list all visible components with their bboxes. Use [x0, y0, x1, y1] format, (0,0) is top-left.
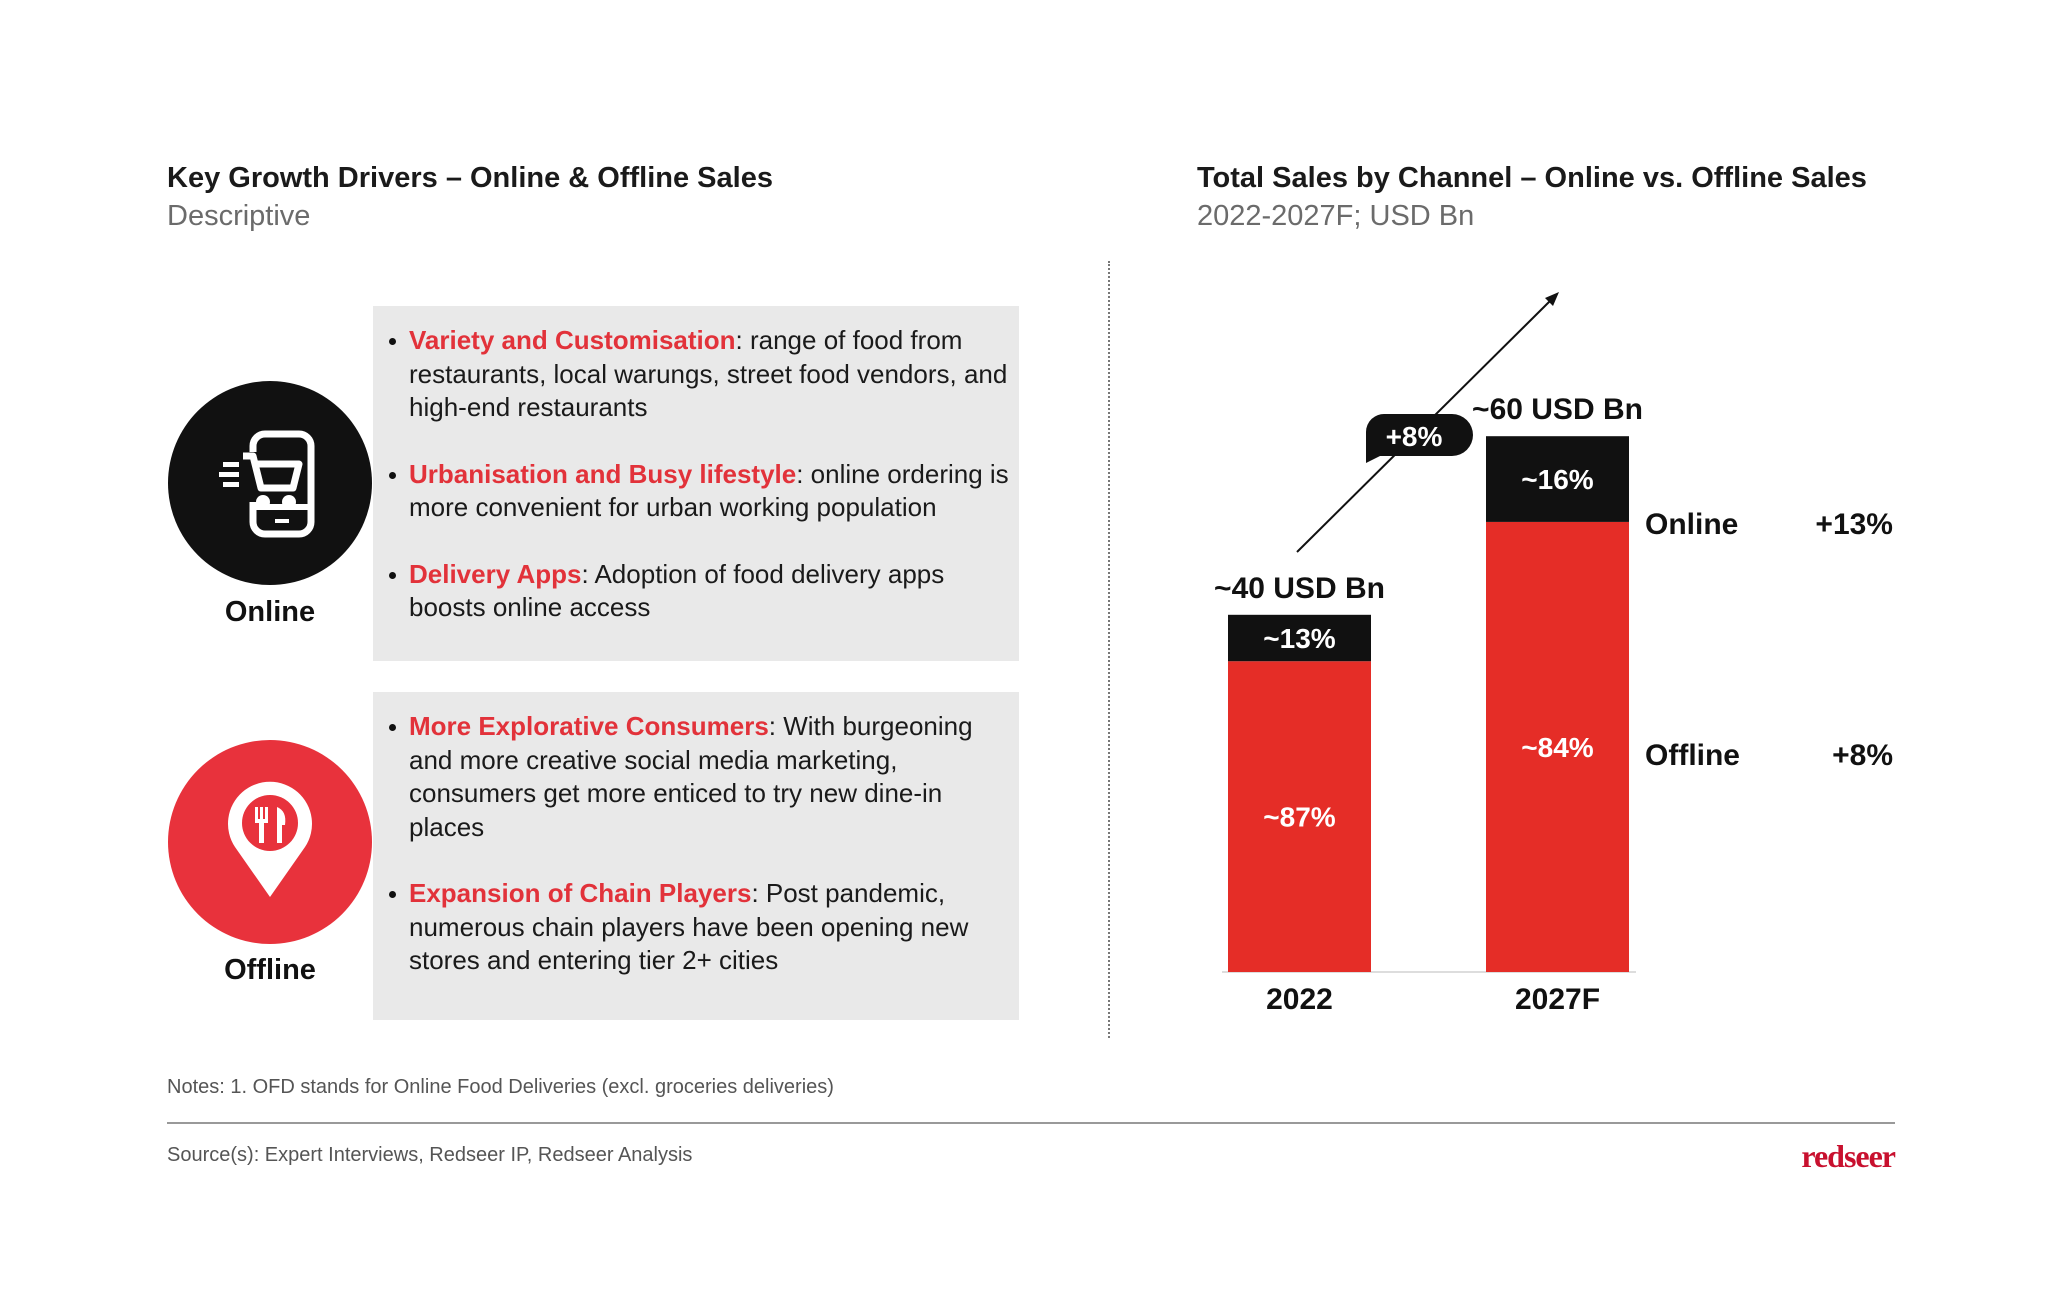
- total-label: ~40 USD Bn: [1214, 572, 1385, 605]
- chart-title: Total Sales by Channel – Online vs. Offl…: [1197, 162, 1867, 194]
- driver-heading: Delivery Apps: [409, 558, 582, 589]
- bar-offline-2022: [1228, 661, 1371, 972]
- online-share-label: ~16%: [1521, 464, 1593, 495]
- bar-online-2022: [1228, 614, 1371, 662]
- driver-text: : online ordering is more convenient for…: [409, 458, 1009, 523]
- bar-offline-2027F: [1486, 521, 1629, 972]
- driver-text: : Adoption of food delivery apps boosts …: [409, 558, 945, 623]
- growth-arrowhead-icon: [1545, 292, 1559, 306]
- source: Source(s): Expert Interviews, Redseer IP…: [167, 1144, 693, 1166]
- section-divider: [1108, 261, 1110, 1038]
- bar-online-2027F: [1486, 436, 1629, 522]
- redseer-logo: redseer: [1801, 1138, 1896, 1174]
- offline-drivers-box: More Explorative Consumers: With burgeon…: [373, 692, 1019, 1020]
- offline-driver-item: More Explorative Consumers: With burgeon…: [389, 710, 1009, 844]
- chart-subtitle: 2022-2027F; USD Bn: [1197, 200, 1475, 232]
- driver-heading: Urbanisation and Busy lifestyle: [409, 458, 797, 489]
- total-cagr-label: +8%: [1386, 421, 1443, 452]
- driver-text: : With burgeoning and more creative soci…: [409, 711, 973, 842]
- offline-share-label: ~87%: [1263, 802, 1335, 833]
- legend-offline: Offline: [1645, 739, 1740, 772]
- online-driver-item: Variety and Customisation: range of food…: [389, 324, 1009, 425]
- online-label: Online: [224, 596, 316, 628]
- cagr-online: +13%: [1815, 508, 1893, 541]
- online-driver-item: Delivery Apps: Adoption of food delivery…: [389, 558, 1009, 625]
- left-title: Key Growth Drivers – Online & Offline Sa…: [167, 162, 773, 194]
- notes: Notes: 1. OFD stands for Online Food Del…: [167, 1076, 834, 1098]
- left-subtitle: Descriptive: [167, 200, 311, 232]
- driver-text: : Post pandemic, numerous chain players …: [409, 878, 969, 975]
- driver-heading: More Explorative Consumers: [409, 711, 769, 741]
- driver-heading: Variety and Customisation: [409, 325, 736, 355]
- offline-label: Offline: [224, 954, 316, 986]
- offline-driver-item: Expansion of Chain Players: Post pandemi…: [389, 877, 1009, 978]
- mobile-cart-icon: [168, 381, 372, 585]
- legend-online: Online: [1645, 508, 1738, 541]
- driver-heading: Expansion of Chain Players: [409, 878, 752, 908]
- offline-share-label: ~84%: [1521, 732, 1593, 763]
- driver-text: : range of food from restaurants, local …: [409, 325, 1008, 422]
- cagr-offline: +8%: [1832, 739, 1893, 772]
- x-tick-label: 2027F: [1515, 983, 1600, 1016]
- online-drivers-box: Variety and Customisation: range of food…: [373, 306, 1019, 661]
- cagr-bubble: [1365, 413, 1473, 463]
- online-share-label: ~13%: [1263, 623, 1335, 654]
- online-driver-item: Urbanisation and Busy lifestyle: online …: [389, 458, 1009, 525]
- restaurant-location-pin-icon: [168, 740, 372, 944]
- total-label: ~60 USD Bn: [1472, 393, 1643, 426]
- x-tick-label: 2022: [1266, 983, 1333, 1016]
- footer-rule: [167, 1122, 1895, 1124]
